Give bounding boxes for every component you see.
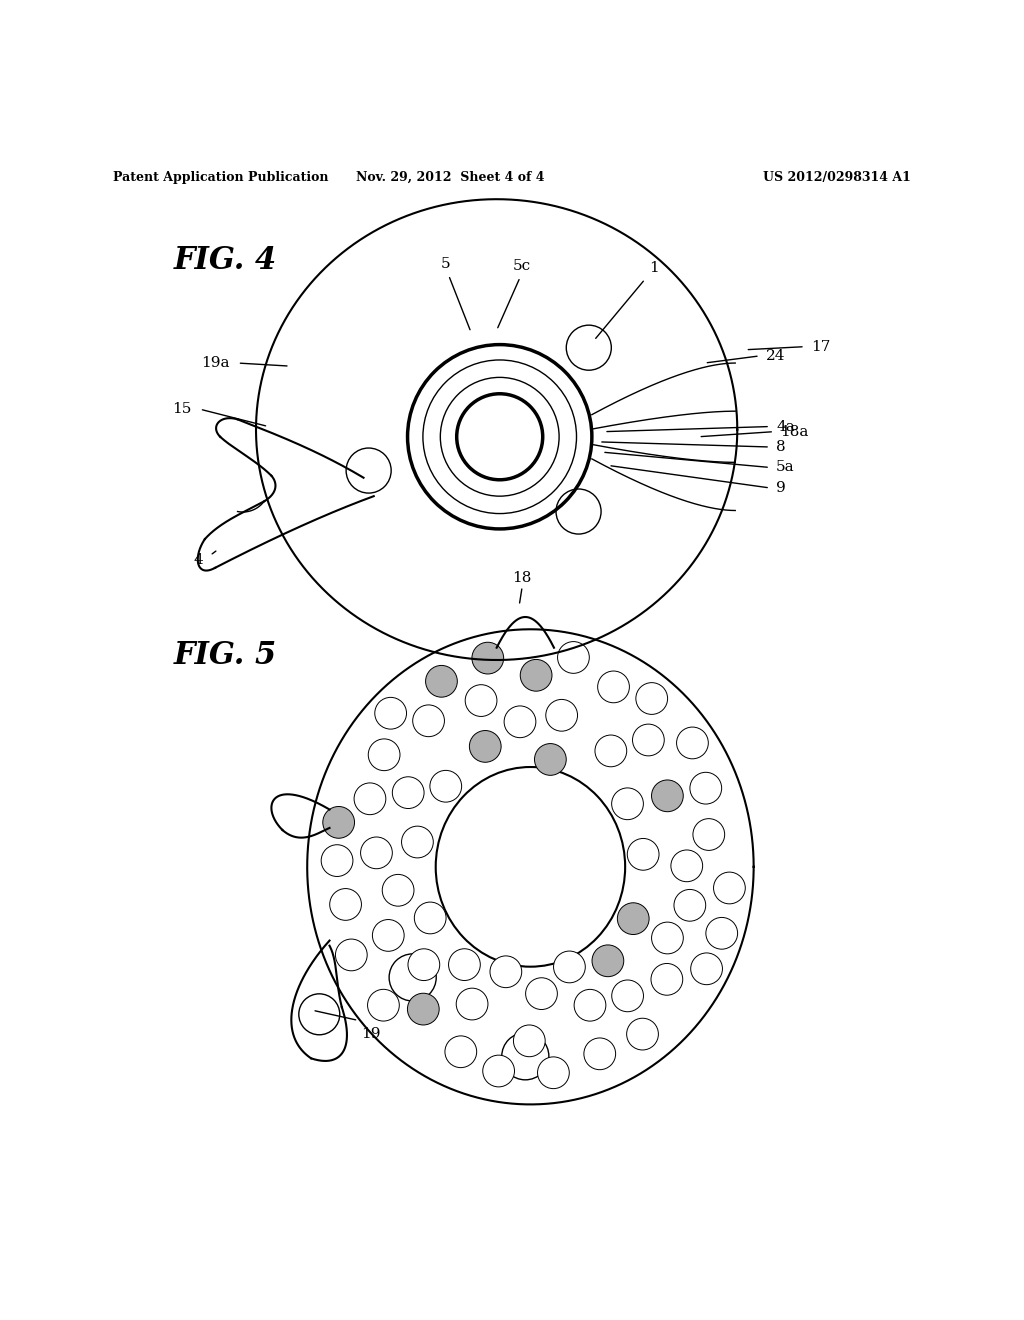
Text: 9: 9 [776,480,786,495]
Circle shape [415,902,446,933]
Circle shape [457,989,488,1020]
Text: Patent Application Publication: Patent Application Publication [113,170,328,183]
Circle shape [651,923,683,954]
Text: 19: 19 [360,1027,381,1040]
Text: 4: 4 [193,553,203,566]
Circle shape [628,838,659,870]
Text: 1: 1 [649,261,659,275]
Circle shape [636,682,668,714]
Text: US 2012/0298314 A1: US 2012/0298314 A1 [764,170,911,183]
Circle shape [375,697,407,729]
Circle shape [382,874,414,906]
Circle shape [706,917,737,949]
Text: 18a: 18a [780,425,809,438]
Circle shape [651,780,683,812]
Circle shape [535,743,566,775]
Circle shape [401,826,433,858]
Circle shape [677,727,709,759]
Circle shape [674,890,706,921]
Circle shape [627,1018,658,1049]
Circle shape [368,989,399,1022]
Circle shape [538,1057,569,1089]
Circle shape [633,725,665,756]
Circle shape [693,818,725,850]
Circle shape [360,837,392,869]
Text: Nov. 29, 2012  Sheet 4 of 4: Nov. 29, 2012 Sheet 4 of 4 [356,170,545,183]
Circle shape [592,945,624,977]
Text: 8: 8 [776,440,785,454]
Circle shape [445,1036,477,1068]
Circle shape [369,739,400,771]
Circle shape [584,1038,615,1069]
Circle shape [354,783,386,814]
Circle shape [504,706,536,738]
Circle shape [449,949,480,981]
Circle shape [330,888,361,920]
Circle shape [408,993,439,1024]
Circle shape [430,771,462,803]
Circle shape [554,952,586,983]
Circle shape [392,776,424,809]
Circle shape [322,845,353,876]
Circle shape [336,939,368,970]
Circle shape [413,705,444,737]
Circle shape [482,1055,514,1086]
Text: 19a: 19a [201,356,229,370]
Circle shape [323,807,354,838]
Text: 5: 5 [440,257,451,271]
Circle shape [426,665,458,697]
Circle shape [574,990,606,1022]
Circle shape [690,772,722,804]
Circle shape [714,873,745,904]
Circle shape [595,735,627,767]
Circle shape [611,979,643,1011]
Circle shape [546,700,578,731]
Text: 17: 17 [811,339,830,354]
Circle shape [465,685,497,717]
Circle shape [671,850,702,882]
Text: 4a: 4a [776,420,795,433]
Circle shape [525,978,557,1010]
Text: 5c: 5c [513,259,531,273]
Circle shape [598,671,630,702]
Circle shape [373,920,404,952]
Text: 15: 15 [172,403,191,416]
Circle shape [472,643,504,675]
Text: 18: 18 [513,572,531,585]
Circle shape [557,642,589,673]
Circle shape [408,949,439,981]
Text: FIG. 5: FIG. 5 [174,639,278,671]
Circle shape [651,964,683,995]
Text: FIG. 4: FIG. 4 [174,246,278,276]
Circle shape [520,660,552,692]
Text: 5a: 5a [776,461,795,474]
Circle shape [617,903,649,935]
Circle shape [691,953,723,985]
Circle shape [611,788,643,820]
Circle shape [469,730,501,762]
Circle shape [489,956,521,987]
Circle shape [513,1024,545,1057]
Text: 24: 24 [766,348,785,363]
